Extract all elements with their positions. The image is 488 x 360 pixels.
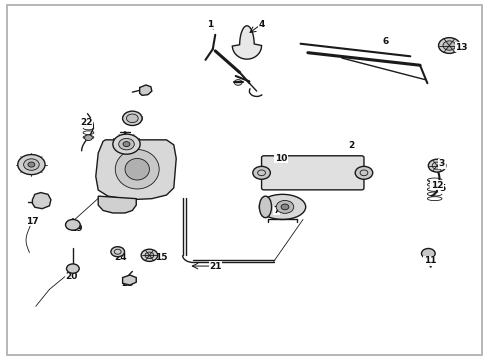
Text: 23: 23 bbox=[121, 279, 133, 288]
Circle shape bbox=[145, 252, 154, 258]
Circle shape bbox=[281, 204, 288, 210]
Circle shape bbox=[276, 201, 293, 213]
Ellipse shape bbox=[115, 149, 159, 189]
Polygon shape bbox=[140, 85, 152, 95]
Circle shape bbox=[123, 141, 130, 147]
Text: 24: 24 bbox=[114, 253, 126, 262]
Text: 3: 3 bbox=[438, 159, 444, 168]
Circle shape bbox=[111, 247, 124, 257]
Text: 11: 11 bbox=[423, 256, 435, 265]
Circle shape bbox=[438, 38, 459, 53]
Circle shape bbox=[28, 162, 35, 167]
Text: 5: 5 bbox=[438, 184, 444, 193]
Circle shape bbox=[119, 138, 134, 150]
Circle shape bbox=[354, 166, 372, 179]
Text: 18: 18 bbox=[19, 159, 31, 168]
Text: 21: 21 bbox=[208, 262, 221, 271]
Text: 16: 16 bbox=[126, 147, 138, 156]
Circle shape bbox=[23, 159, 39, 170]
Text: 7: 7 bbox=[272, 206, 279, 215]
Circle shape bbox=[252, 166, 270, 179]
Circle shape bbox=[442, 41, 455, 50]
Ellipse shape bbox=[259, 196, 271, 218]
Text: 22: 22 bbox=[80, 118, 92, 127]
Text: 15: 15 bbox=[155, 253, 167, 262]
Polygon shape bbox=[32, 193, 51, 209]
Circle shape bbox=[65, 220, 80, 230]
Circle shape bbox=[18, 154, 45, 175]
Text: 8: 8 bbox=[139, 87, 145, 96]
FancyBboxPatch shape bbox=[261, 156, 363, 190]
Circle shape bbox=[421, 248, 434, 258]
Circle shape bbox=[84, 135, 92, 140]
Text: 2: 2 bbox=[348, 141, 354, 150]
Circle shape bbox=[113, 134, 140, 154]
Circle shape bbox=[141, 249, 158, 261]
Circle shape bbox=[126, 114, 138, 123]
Text: 6: 6 bbox=[382, 37, 388, 46]
Ellipse shape bbox=[125, 158, 149, 180]
Circle shape bbox=[234, 80, 242, 85]
Circle shape bbox=[66, 264, 79, 273]
Text: 10: 10 bbox=[274, 154, 286, 163]
Text: 12: 12 bbox=[430, 181, 443, 190]
Polygon shape bbox=[96, 140, 176, 200]
Text: 17: 17 bbox=[26, 217, 39, 226]
Circle shape bbox=[427, 159, 445, 172]
Text: 14: 14 bbox=[143, 168, 155, 177]
Ellipse shape bbox=[259, 194, 305, 220]
Text: 20: 20 bbox=[65, 272, 78, 281]
Polygon shape bbox=[122, 275, 136, 285]
Polygon shape bbox=[98, 196, 136, 213]
Circle shape bbox=[122, 111, 142, 126]
Text: 13: 13 bbox=[454, 43, 467, 52]
Text: 19: 19 bbox=[70, 224, 82, 233]
Text: 4: 4 bbox=[258, 19, 264, 28]
Text: 9: 9 bbox=[136, 114, 142, 123]
Polygon shape bbox=[232, 26, 261, 59]
Text: 1: 1 bbox=[207, 19, 213, 28]
